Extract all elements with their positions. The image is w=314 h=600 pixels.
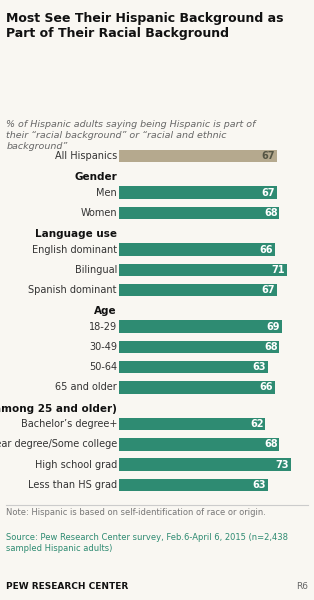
Bar xyxy=(119,458,291,471)
Text: 62: 62 xyxy=(250,419,263,429)
Text: Language use: Language use xyxy=(35,229,117,239)
Text: 50-64: 50-64 xyxy=(89,362,117,372)
Bar xyxy=(119,187,277,199)
Text: 68: 68 xyxy=(264,439,278,449)
Text: 67: 67 xyxy=(262,151,275,161)
Text: Gender: Gender xyxy=(74,172,117,182)
Text: Spanish dominant: Spanish dominant xyxy=(29,285,117,295)
Text: Age: Age xyxy=(94,307,117,316)
Text: 63: 63 xyxy=(252,480,266,490)
Text: 63: 63 xyxy=(252,362,266,372)
Text: Source: Pew Research Center survey, Feb.6-April 6, 2015 (n=2,438
sampled Hispani: Source: Pew Research Center survey, Feb.… xyxy=(6,533,288,553)
Text: High school grad: High school grad xyxy=(35,460,117,470)
Text: 65 and older: 65 and older xyxy=(55,382,117,392)
Bar xyxy=(119,361,268,373)
Text: Education (among 25 and older): Education (among 25 and older) xyxy=(0,404,117,414)
Text: R6: R6 xyxy=(296,582,308,591)
Text: 2-year degree/Some college: 2-year degree/Some college xyxy=(0,439,117,449)
Bar xyxy=(119,381,275,394)
Text: Note: Hispanic is based on self-identification of race or origin.: Note: Hispanic is based on self-identifi… xyxy=(6,508,266,517)
Text: PEW RESEARCH CENTER: PEW RESEARCH CENTER xyxy=(6,582,128,591)
Bar xyxy=(119,263,287,276)
Text: 67: 67 xyxy=(262,285,275,295)
Text: 68: 68 xyxy=(264,342,278,352)
Text: Most See Their Hispanic Background as
Part of Their Racial Background: Most See Their Hispanic Background as Pa… xyxy=(6,12,284,40)
Bar xyxy=(119,243,275,256)
Bar xyxy=(119,341,279,353)
Bar xyxy=(119,438,279,451)
Text: % of Hispanic adults saying being Hispanic is part of
their “racial background” : % of Hispanic adults saying being Hispan… xyxy=(6,120,256,151)
Bar xyxy=(119,150,277,163)
Text: 69: 69 xyxy=(267,322,280,332)
Text: 30-49: 30-49 xyxy=(89,342,117,352)
Bar xyxy=(119,418,265,430)
Text: 73: 73 xyxy=(276,460,290,470)
Text: 71: 71 xyxy=(271,265,285,275)
Bar xyxy=(119,320,282,333)
Text: Less than HS grad: Less than HS grad xyxy=(28,480,117,490)
Bar xyxy=(119,284,277,296)
Text: All Hispanics: All Hispanics xyxy=(55,151,117,161)
Text: Women: Women xyxy=(80,208,117,218)
Text: 66: 66 xyxy=(259,382,273,392)
Text: 66: 66 xyxy=(259,245,273,254)
Bar xyxy=(119,479,268,491)
Text: Men: Men xyxy=(96,188,117,197)
Text: 18-29: 18-29 xyxy=(89,322,117,332)
Text: 67: 67 xyxy=(262,188,275,197)
Text: Bachelor’s degree+: Bachelor’s degree+ xyxy=(21,419,117,429)
Text: Bilingual: Bilingual xyxy=(75,265,117,275)
Text: English dominant: English dominant xyxy=(32,245,117,254)
Text: 68: 68 xyxy=(264,208,278,218)
Bar xyxy=(119,206,279,219)
